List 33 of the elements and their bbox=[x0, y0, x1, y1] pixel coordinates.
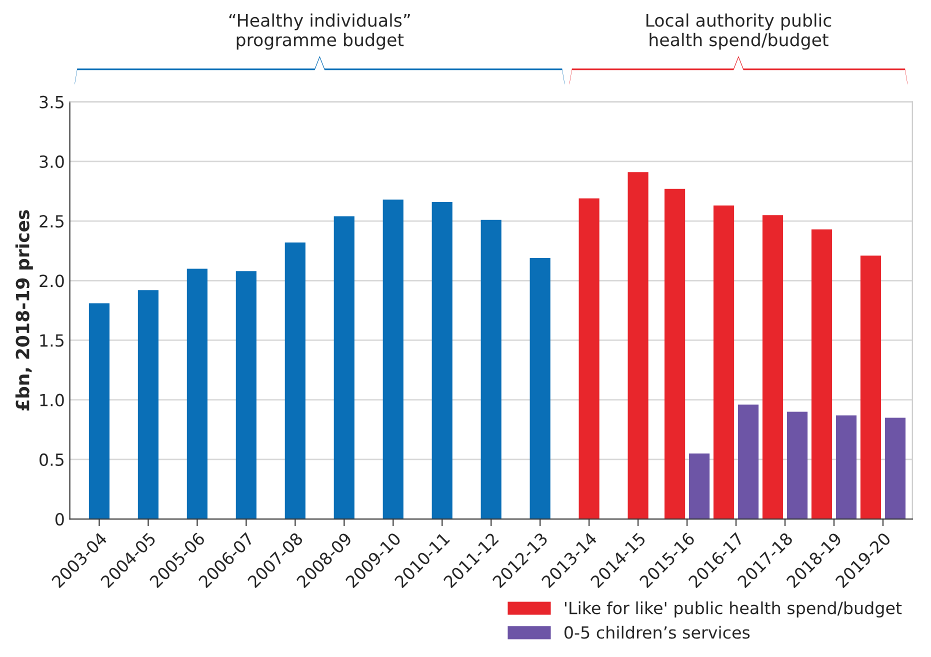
bar bbox=[432, 202, 452, 520]
y-tick-label: 0 bbox=[55, 512, 64, 526]
bar bbox=[664, 188, 686, 520]
y-tick-label: 3.5 bbox=[40, 96, 64, 108]
bar bbox=[382, 200, 404, 520]
y-tick-label: 2.5 bbox=[40, 214, 64, 228]
bar bbox=[884, 418, 906, 520]
bar bbox=[530, 258, 550, 520]
legend-label: 0-5 children’s services bbox=[564, 626, 750, 639]
bar bbox=[786, 412, 808, 520]
bar bbox=[836, 415, 857, 520]
y-tick-label: 3.0 bbox=[40, 155, 64, 168]
bar bbox=[689, 453, 710, 520]
bar bbox=[738, 404, 759, 520]
bar bbox=[762, 215, 784, 520]
y-tick-label: 1.5 bbox=[40, 334, 64, 347]
y-tick-label: 1.0 bbox=[40, 394, 64, 406]
bar bbox=[714, 206, 734, 520]
text: “Healthy individuals” programme budget bbox=[229, 13, 410, 50]
bar bbox=[480, 220, 502, 520]
bar bbox=[284, 242, 306, 520]
y-tick-label: 2.0 bbox=[40, 274, 64, 288]
y-tick-label: 0.5 bbox=[40, 453, 64, 466]
bar bbox=[860, 256, 882, 520]
legend-label: 'Like for like' public health spend/budget bbox=[565, 601, 902, 618]
text: Local authority public health spend/budget bbox=[646, 13, 832, 50]
bar bbox=[811, 229, 832, 520]
bar bbox=[186, 268, 208, 520]
bar bbox=[88, 303, 110, 520]
bar bbox=[138, 290, 158, 520]
bar bbox=[334, 216, 354, 520]
bar bbox=[236, 271, 256, 520]
y-axis-title: £bn, 2018-19 prices bbox=[15, 210, 33, 411]
